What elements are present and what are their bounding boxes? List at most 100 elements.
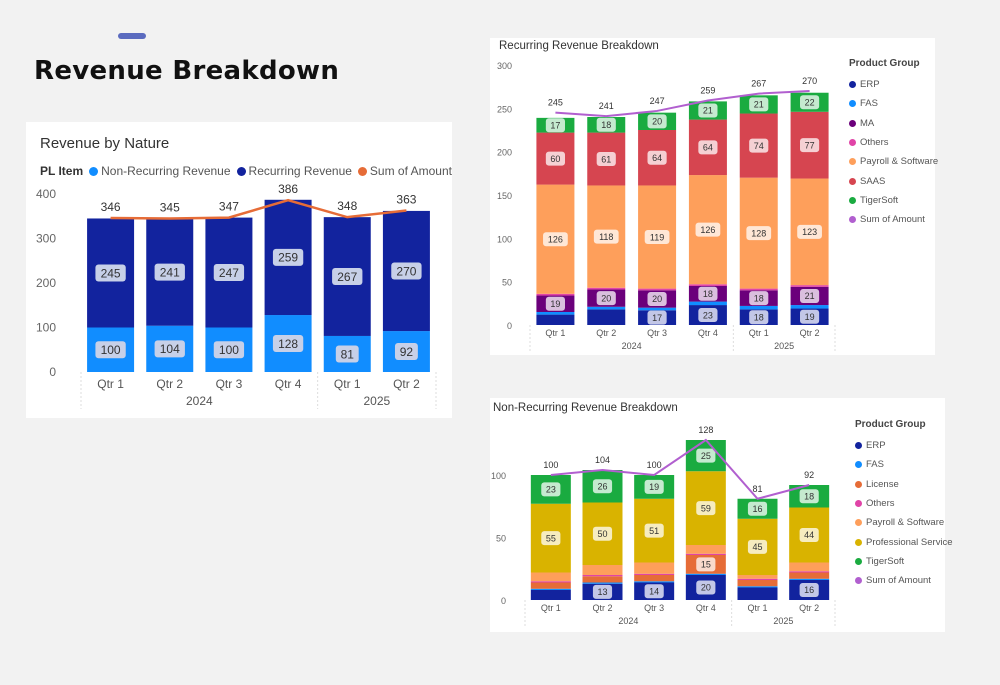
data-label-box xyxy=(698,103,718,118)
data-label: 126 xyxy=(548,234,563,244)
data-label: 118 xyxy=(599,232,613,242)
legend-label: SAAS xyxy=(860,175,886,187)
y-tick-label: 200 xyxy=(36,276,56,290)
legend-swatch xyxy=(855,461,862,469)
legend-item[interactable]: FAS xyxy=(855,455,953,474)
data-label-box xyxy=(647,114,667,129)
total-label: 128 xyxy=(698,425,713,435)
legend-item[interactable]: Professional Service xyxy=(855,532,953,551)
total-label: 100 xyxy=(647,460,662,470)
legend-label: Payroll & Software xyxy=(866,517,945,529)
data-label: 20 xyxy=(652,294,662,304)
bar-segment xyxy=(737,580,778,587)
legend-label: Payroll & Software xyxy=(860,156,939,168)
legend-item[interactable]: License xyxy=(855,475,953,494)
data-label: 270 xyxy=(396,264,416,278)
data-label: 23 xyxy=(703,310,713,320)
legend-item[interactable]: SAAS xyxy=(849,171,938,190)
bar-segment xyxy=(536,312,575,315)
x-tick-label: Qtr 2 xyxy=(592,603,612,613)
data-label: 59 xyxy=(701,503,711,513)
data-label-box xyxy=(95,264,126,282)
bar-segment xyxy=(737,575,778,579)
data-label-box xyxy=(644,230,670,245)
data-label-box xyxy=(272,335,304,353)
data-label: 100 xyxy=(101,343,121,357)
accent-bar xyxy=(118,33,146,39)
data-label: 51 xyxy=(649,526,659,536)
data-label-box xyxy=(695,222,721,237)
bar-segment xyxy=(789,578,830,580)
bar-segment xyxy=(582,575,623,577)
data-label-box xyxy=(698,286,718,301)
legend-item[interactable]: TigerSoft xyxy=(855,552,953,571)
data-label-box xyxy=(335,345,359,363)
bar-segment xyxy=(688,301,727,306)
x-tick-label: Qtr 3 xyxy=(647,328,667,338)
legend-item[interactable]: Sum of Amount xyxy=(855,571,953,590)
legend-item[interactable]: ERP xyxy=(855,436,953,455)
data-label-box xyxy=(593,229,619,244)
data-label: 23 xyxy=(546,485,556,495)
x-tick-label: Qtr 3 xyxy=(216,377,243,391)
legend-swatch xyxy=(849,216,856,224)
legend-label: Professional Service xyxy=(866,536,953,548)
legend-swatch xyxy=(89,166,99,176)
legend-item[interactable]: MA xyxy=(849,114,938,133)
x-tick-label: Qtr 1 xyxy=(97,377,124,391)
data-label-box xyxy=(749,310,769,325)
data-label-box xyxy=(747,539,768,554)
x-tick-label: Qtr 1 xyxy=(747,603,767,613)
legend-item[interactable]: Sum of Amount xyxy=(357,164,452,178)
x-group-label: 2025 xyxy=(774,341,794,351)
legend-swatch xyxy=(357,166,367,176)
bar-segment xyxy=(739,288,778,291)
y-tick-label: 50 xyxy=(502,278,512,288)
x-tick-label: Qtr 1 xyxy=(749,328,769,338)
data-label: 21 xyxy=(805,291,815,301)
bar-segment xyxy=(536,314,575,325)
legend-item[interactable]: ERP xyxy=(849,75,938,94)
data-label-box xyxy=(747,501,768,516)
data-label: 64 xyxy=(652,153,662,163)
data-label-box xyxy=(696,501,716,516)
bar-segment xyxy=(536,293,575,296)
x-tick-label: Qtr 2 xyxy=(799,603,819,613)
legend-item[interactable]: Payroll & Software xyxy=(855,513,953,532)
legend-swatch xyxy=(849,196,856,204)
total-label: 267 xyxy=(751,79,766,89)
y-tick-label: 100 xyxy=(36,321,56,335)
legend-item[interactable]: Non-Recurring Revenue xyxy=(89,164,231,178)
legend-item[interactable]: Others xyxy=(849,133,938,152)
data-label: 14 xyxy=(649,586,659,596)
data-label-box xyxy=(95,341,126,359)
legend-label: TigerSoft xyxy=(860,194,899,206)
bar-segment xyxy=(530,582,571,589)
bar-segment xyxy=(530,590,571,600)
recurring-breakdown-card: 0 50 100 150 200 250 300 19 126 60 17 Qtr 1 20 118 61 1… xyxy=(490,38,938,355)
legend-item[interactable]: Sum of Amount xyxy=(849,210,938,229)
legend-item[interactable]: Payroll & Software xyxy=(849,152,938,171)
y-tick-label: 300 xyxy=(497,61,512,71)
total-label: 348 xyxy=(337,199,357,213)
data-label: 18 xyxy=(754,293,764,303)
legend-swatch xyxy=(855,538,862,546)
legend-item[interactable]: TigerSoft xyxy=(849,191,938,210)
data-label-box xyxy=(644,584,664,599)
legend-item[interactable]: Others xyxy=(855,494,953,513)
x-tick-label: Qtr 1 xyxy=(334,377,361,391)
legend-item[interactable]: FAS xyxy=(849,94,938,113)
data-label-box xyxy=(797,224,822,239)
total-label: 100 xyxy=(543,460,558,470)
legend-swatch xyxy=(855,442,862,450)
data-label-box xyxy=(696,448,716,463)
total-label: 247 xyxy=(650,96,665,106)
data-label-box xyxy=(545,296,565,311)
legend-label: FAS xyxy=(866,459,884,471)
legend-title: Product Group xyxy=(849,58,920,69)
x-tick-label: Qtr 4 xyxy=(698,328,718,338)
legend-label: Others xyxy=(860,137,889,149)
data-label: 64 xyxy=(703,143,713,153)
legend-item[interactable]: Recurring Revenue xyxy=(236,164,352,178)
legend-swatch xyxy=(849,81,856,89)
